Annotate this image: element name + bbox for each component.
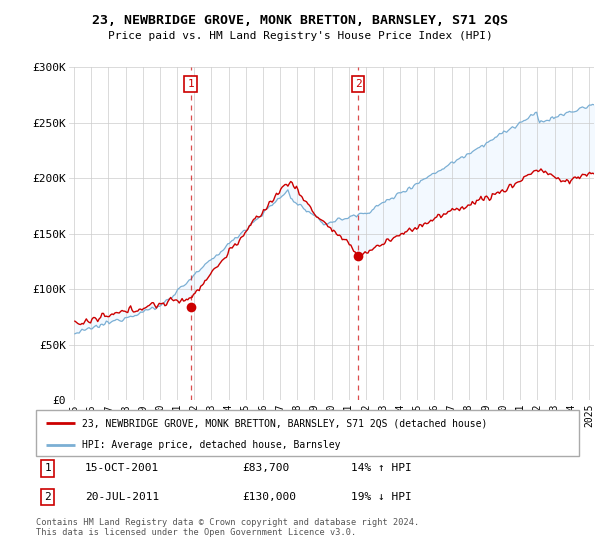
Text: 2: 2: [44, 492, 52, 502]
Text: £130,000: £130,000: [242, 492, 296, 502]
Text: 2: 2: [355, 79, 361, 89]
Text: 14% ↑ HPI: 14% ↑ HPI: [351, 464, 412, 474]
Text: 23, NEWBRIDGE GROVE, MONK BRETTON, BARNSLEY, S71 2QS (detached house): 23, NEWBRIDGE GROVE, MONK BRETTON, BARNS…: [82, 418, 488, 428]
Text: 19% ↓ HPI: 19% ↓ HPI: [351, 492, 412, 502]
Text: 23, NEWBRIDGE GROVE, MONK BRETTON, BARNSLEY, S71 2QS: 23, NEWBRIDGE GROVE, MONK BRETTON, BARNS…: [92, 14, 508, 27]
Text: £83,700: £83,700: [242, 464, 290, 474]
Text: Contains HM Land Registry data © Crown copyright and database right 2024.
This d: Contains HM Land Registry data © Crown c…: [36, 518, 419, 538]
Text: 1: 1: [44, 464, 52, 474]
Text: 1: 1: [187, 79, 194, 89]
Text: 20-JUL-2011: 20-JUL-2011: [85, 492, 159, 502]
Text: Price paid vs. HM Land Registry's House Price Index (HPI): Price paid vs. HM Land Registry's House …: [107, 31, 493, 41]
Text: HPI: Average price, detached house, Barnsley: HPI: Average price, detached house, Barn…: [82, 440, 341, 450]
Text: 15-OCT-2001: 15-OCT-2001: [85, 464, 159, 474]
